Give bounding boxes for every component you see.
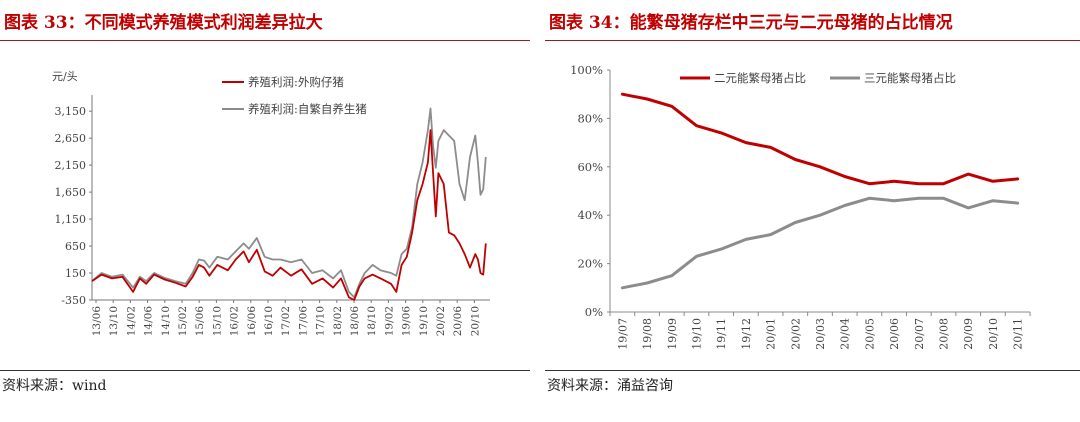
x-tick-label: 19/02 — [383, 306, 395, 336]
x-tick-label: 15/06 — [194, 306, 206, 337]
x-tick-label: 15/02 — [177, 306, 189, 336]
legend-label: 养殖利润:自繁自养生猪 — [248, 102, 367, 116]
x-tick-label: 14/06 — [143, 306, 155, 337]
legend-label: 二元能繁母猪占比 — [714, 71, 806, 85]
y-tick-label: 80% — [577, 111, 603, 125]
chart-panel-sow-share: 图表 34：能繁母猪存栏中三元与二元母猪的占比情况 0% 20% 40% 60% 80%… — [545, 0, 1080, 422]
x-tick-label: 14/02 — [125, 306, 137, 336]
y-tick-label: 150 — [65, 267, 86, 280]
source-divider — [0, 370, 530, 371]
x-tick-label: 20/05 — [863, 318, 876, 350]
x-tick-label: 19/06 — [401, 306, 413, 337]
x-tick-label: 19/12 — [740, 318, 753, 350]
x-tick-label: 18/06 — [349, 306, 361, 337]
x-tick-label: 20/02 — [435, 306, 447, 336]
x-tick-label: 20/08 — [938, 318, 951, 350]
x-tick-label: 15/10 — [211, 306, 223, 336]
y-axis-label: 元/头 — [52, 70, 78, 83]
source-divider — [545, 370, 1080, 371]
x-tick-label: 20/04 — [839, 318, 852, 350]
x-tick-label: 19/07 — [616, 318, 629, 350]
x-tick-label: 19/10 — [418, 306, 430, 336]
x-tick-label: 19/10 — [690, 318, 703, 350]
title-divider — [545, 40, 1080, 41]
x-tick-label: 17/06 — [297, 306, 309, 337]
y-tick-label: 100% — [570, 63, 603, 77]
y-tick-label: -350 — [61, 294, 86, 307]
y-tick-label: 2,150 — [55, 159, 87, 172]
x-tick-label: 20/02 — [789, 318, 802, 350]
x-tick-label: 17/02 — [280, 306, 292, 336]
sow-share-line-chart: 0% 20% 40% 60% 80% 100% 19/07 19/08 19/09 19/10 19… — [570, 63, 1031, 350]
x-tick-label: 19/11 — [715, 318, 728, 350]
x-tick-label: 18/02 — [332, 306, 344, 336]
y-tick-label: 3,150 — [55, 105, 87, 118]
x-tick-label: 20/11 — [1012, 318, 1025, 350]
series-line-ternary-sows — [620, 196, 1020, 290]
y-tick-label: 40% — [577, 208, 603, 222]
profit-line-chart: 元/头 -350 150 650 1,150 1,650 2,150 2,650 3,150 13… — [52, 70, 490, 337]
y-tick-label: 650 — [65, 240, 86, 253]
y-tick-label: 0% — [585, 305, 603, 319]
y-tick-label: 1,150 — [55, 213, 87, 226]
x-tick-label: 13/10 — [108, 306, 120, 336]
x-tick-label: 14/10 — [160, 306, 172, 336]
y-tick-label: 20% — [577, 257, 603, 271]
chart-title: 图表 33：不同模式养殖模式利润差异拉大 — [4, 13, 323, 33]
x-tick-label: 20/10 — [987, 318, 1000, 350]
x-tick-label: 20/06 — [452, 306, 464, 337]
chart-title: 图表 34：能繁母猪存栏中三元与二元母猪的占比情况 — [549, 13, 953, 33]
x-tick-label: 20/01 — [765, 318, 778, 350]
x-tick-label: 19/08 — [641, 318, 654, 350]
legend-label: 养殖利润:外购仔猪 — [248, 75, 344, 89]
x-tick-label: 19/09 — [666, 318, 679, 350]
x-tick-label: 20/06 — [888, 318, 901, 350]
series-line-purchased-piglets — [91, 129, 487, 301]
x-tick-label: 16/02 — [229, 306, 241, 336]
series-line-binary-sows — [620, 92, 1020, 186]
x-tick-label: 13/06 — [91, 306, 103, 337]
x-tick-label: 17/10 — [315, 306, 327, 336]
series-line-self-bred — [91, 107, 487, 299]
chart-panel-profit: 图表 33：不同模式养殖模式利润差异拉大 元/头 -350 150 650 1,150 1… — [0, 0, 530, 422]
x-tick-label: 16/06 — [246, 306, 258, 337]
y-tick-label: 2,650 — [55, 132, 87, 145]
x-tick-label: 20/03 — [814, 318, 827, 350]
y-tick-label: 1,650 — [55, 186, 87, 199]
x-tick-label: 16/10 — [263, 306, 275, 336]
legend-label: 三元能繁母猪占比 — [864, 71, 956, 85]
x-tick-label: 18/10 — [366, 306, 378, 336]
source-note: 资料来源：涌益咨询 — [547, 378, 673, 394]
x-tick-label: 20/07 — [913, 318, 926, 350]
y-tick-label: 60% — [577, 160, 603, 174]
source-note: 资料来源：wind — [2, 378, 107, 394]
x-tick-label: 20/09 — [962, 318, 975, 350]
x-tick-label: 20/10 — [469, 306, 481, 336]
title-divider — [0, 40, 530, 41]
